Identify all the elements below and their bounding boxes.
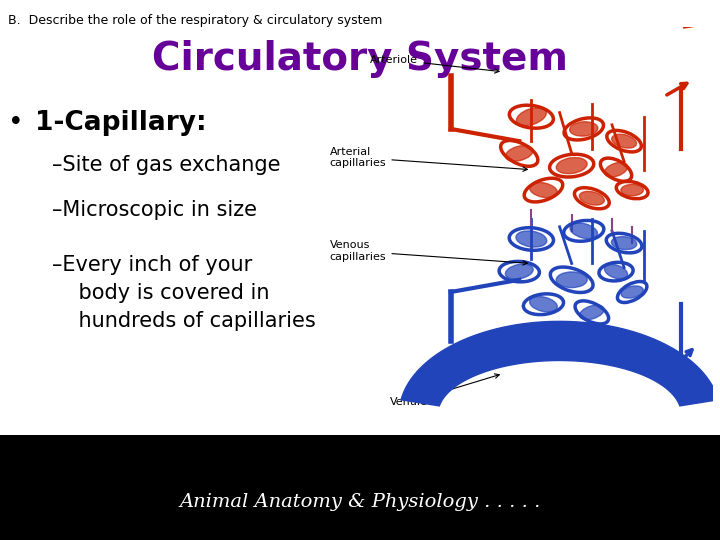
Ellipse shape <box>505 264 534 279</box>
Ellipse shape <box>605 163 628 177</box>
Text: Venous
capillaries: Venous capillaries <box>330 240 527 265</box>
Ellipse shape <box>621 286 643 298</box>
Ellipse shape <box>529 183 557 198</box>
Text: Venule: Venule <box>390 374 499 407</box>
Ellipse shape <box>505 146 533 161</box>
Ellipse shape <box>557 158 587 174</box>
Ellipse shape <box>570 122 598 136</box>
FancyBboxPatch shape <box>0 435 720 540</box>
Text: Arteriole: Arteriole <box>370 55 499 73</box>
Text: –Microscopic in size: –Microscopic in size <box>52 200 257 220</box>
Text: B.  Describe the role of the respiratory & circulatory system: B. Describe the role of the respiratory … <box>8 14 382 27</box>
Ellipse shape <box>556 272 588 288</box>
Ellipse shape <box>611 237 636 249</box>
Polygon shape <box>401 321 718 406</box>
Text: Animal Anatomy & Physiology . . . . .: Animal Anatomy & Physiology . . . . . <box>179 493 541 511</box>
Ellipse shape <box>516 108 546 126</box>
Text: –Site of gas exchange: –Site of gas exchange <box>52 155 281 175</box>
Ellipse shape <box>530 296 557 312</box>
Ellipse shape <box>612 134 636 148</box>
Text: 1-Capillary:: 1-Capillary: <box>35 110 207 136</box>
Text: Circulatory System: Circulatory System <box>152 40 568 78</box>
Ellipse shape <box>580 305 604 320</box>
Text: •: • <box>8 110 24 136</box>
Text: Arterial
capillaries: Arterial capillaries <box>330 147 527 171</box>
Text: –Every inch of your
    body is covered in
    hundreds of capillaries: –Every inch of your body is covered in h… <box>52 255 316 331</box>
Ellipse shape <box>570 223 598 239</box>
Polygon shape <box>443 0 714 28</box>
Ellipse shape <box>516 231 546 247</box>
Ellipse shape <box>605 265 628 279</box>
Ellipse shape <box>580 191 604 205</box>
Ellipse shape <box>621 184 644 196</box>
